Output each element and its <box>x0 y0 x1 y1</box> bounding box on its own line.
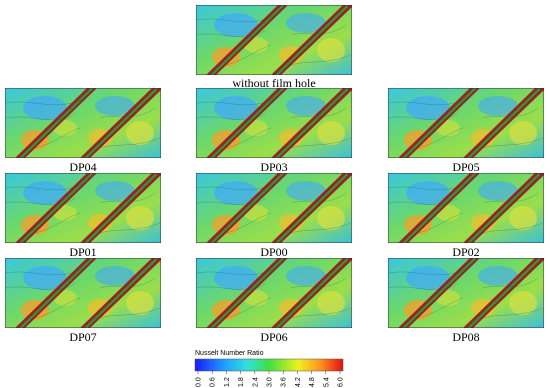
tick-label: 3.0 <box>267 377 274 387</box>
colorbar-ticks: 0.0 0.6 1.2 1.8 2.4 3.0 3.6 4.2 4.8 5.4 6.0 <box>196 371 345 387</box>
tick-label: 6.0 <box>338 377 345 387</box>
tick-label: 0.0 <box>196 377 203 387</box>
colorbar-title: Nusselt Number Ratio <box>195 350 264 357</box>
panel-label: DP06 <box>260 330 287 344</box>
contour-plot <box>5 88 161 158</box>
panel-grid: DP04 DP03 DP05 DP01 DP00 DP02 DP07 DP06 DP08 <box>5 88 544 344</box>
tick-label: 5.4 <box>323 377 330 387</box>
panel-label: DP07 <box>69 330 96 344</box>
contour-plot <box>196 173 352 243</box>
tick-label: 4.8 <box>309 377 316 387</box>
panel-label: DP08 <box>452 330 479 344</box>
tick-label: 3.6 <box>281 377 288 387</box>
contour-plot <box>5 258 161 328</box>
panel-label: DP02 <box>452 245 479 259</box>
contour-plot <box>388 258 544 328</box>
contour-plot <box>388 173 544 243</box>
panel-label: DP04 <box>69 160 96 174</box>
contour-plot <box>5 173 161 243</box>
panel-label: DP03 <box>260 160 287 174</box>
contour-plot <box>196 88 352 158</box>
contour-plot <box>388 88 544 158</box>
tick-label: 4.2 <box>295 377 302 387</box>
contour-plot <box>196 5 352 75</box>
panel-label: DP00 <box>260 245 287 259</box>
contour-plot <box>196 258 352 328</box>
tick-label: 1.2 <box>224 377 231 387</box>
colorbar <box>194 358 344 372</box>
panel-label: without film hole <box>232 76 315 90</box>
tick-label: 1.8 <box>238 377 245 387</box>
panel-label: DP05 <box>452 160 479 174</box>
tick-label: 0.6 <box>210 377 217 387</box>
tick-label: 2.4 <box>252 377 259 387</box>
panel-label: DP01 <box>69 245 96 259</box>
